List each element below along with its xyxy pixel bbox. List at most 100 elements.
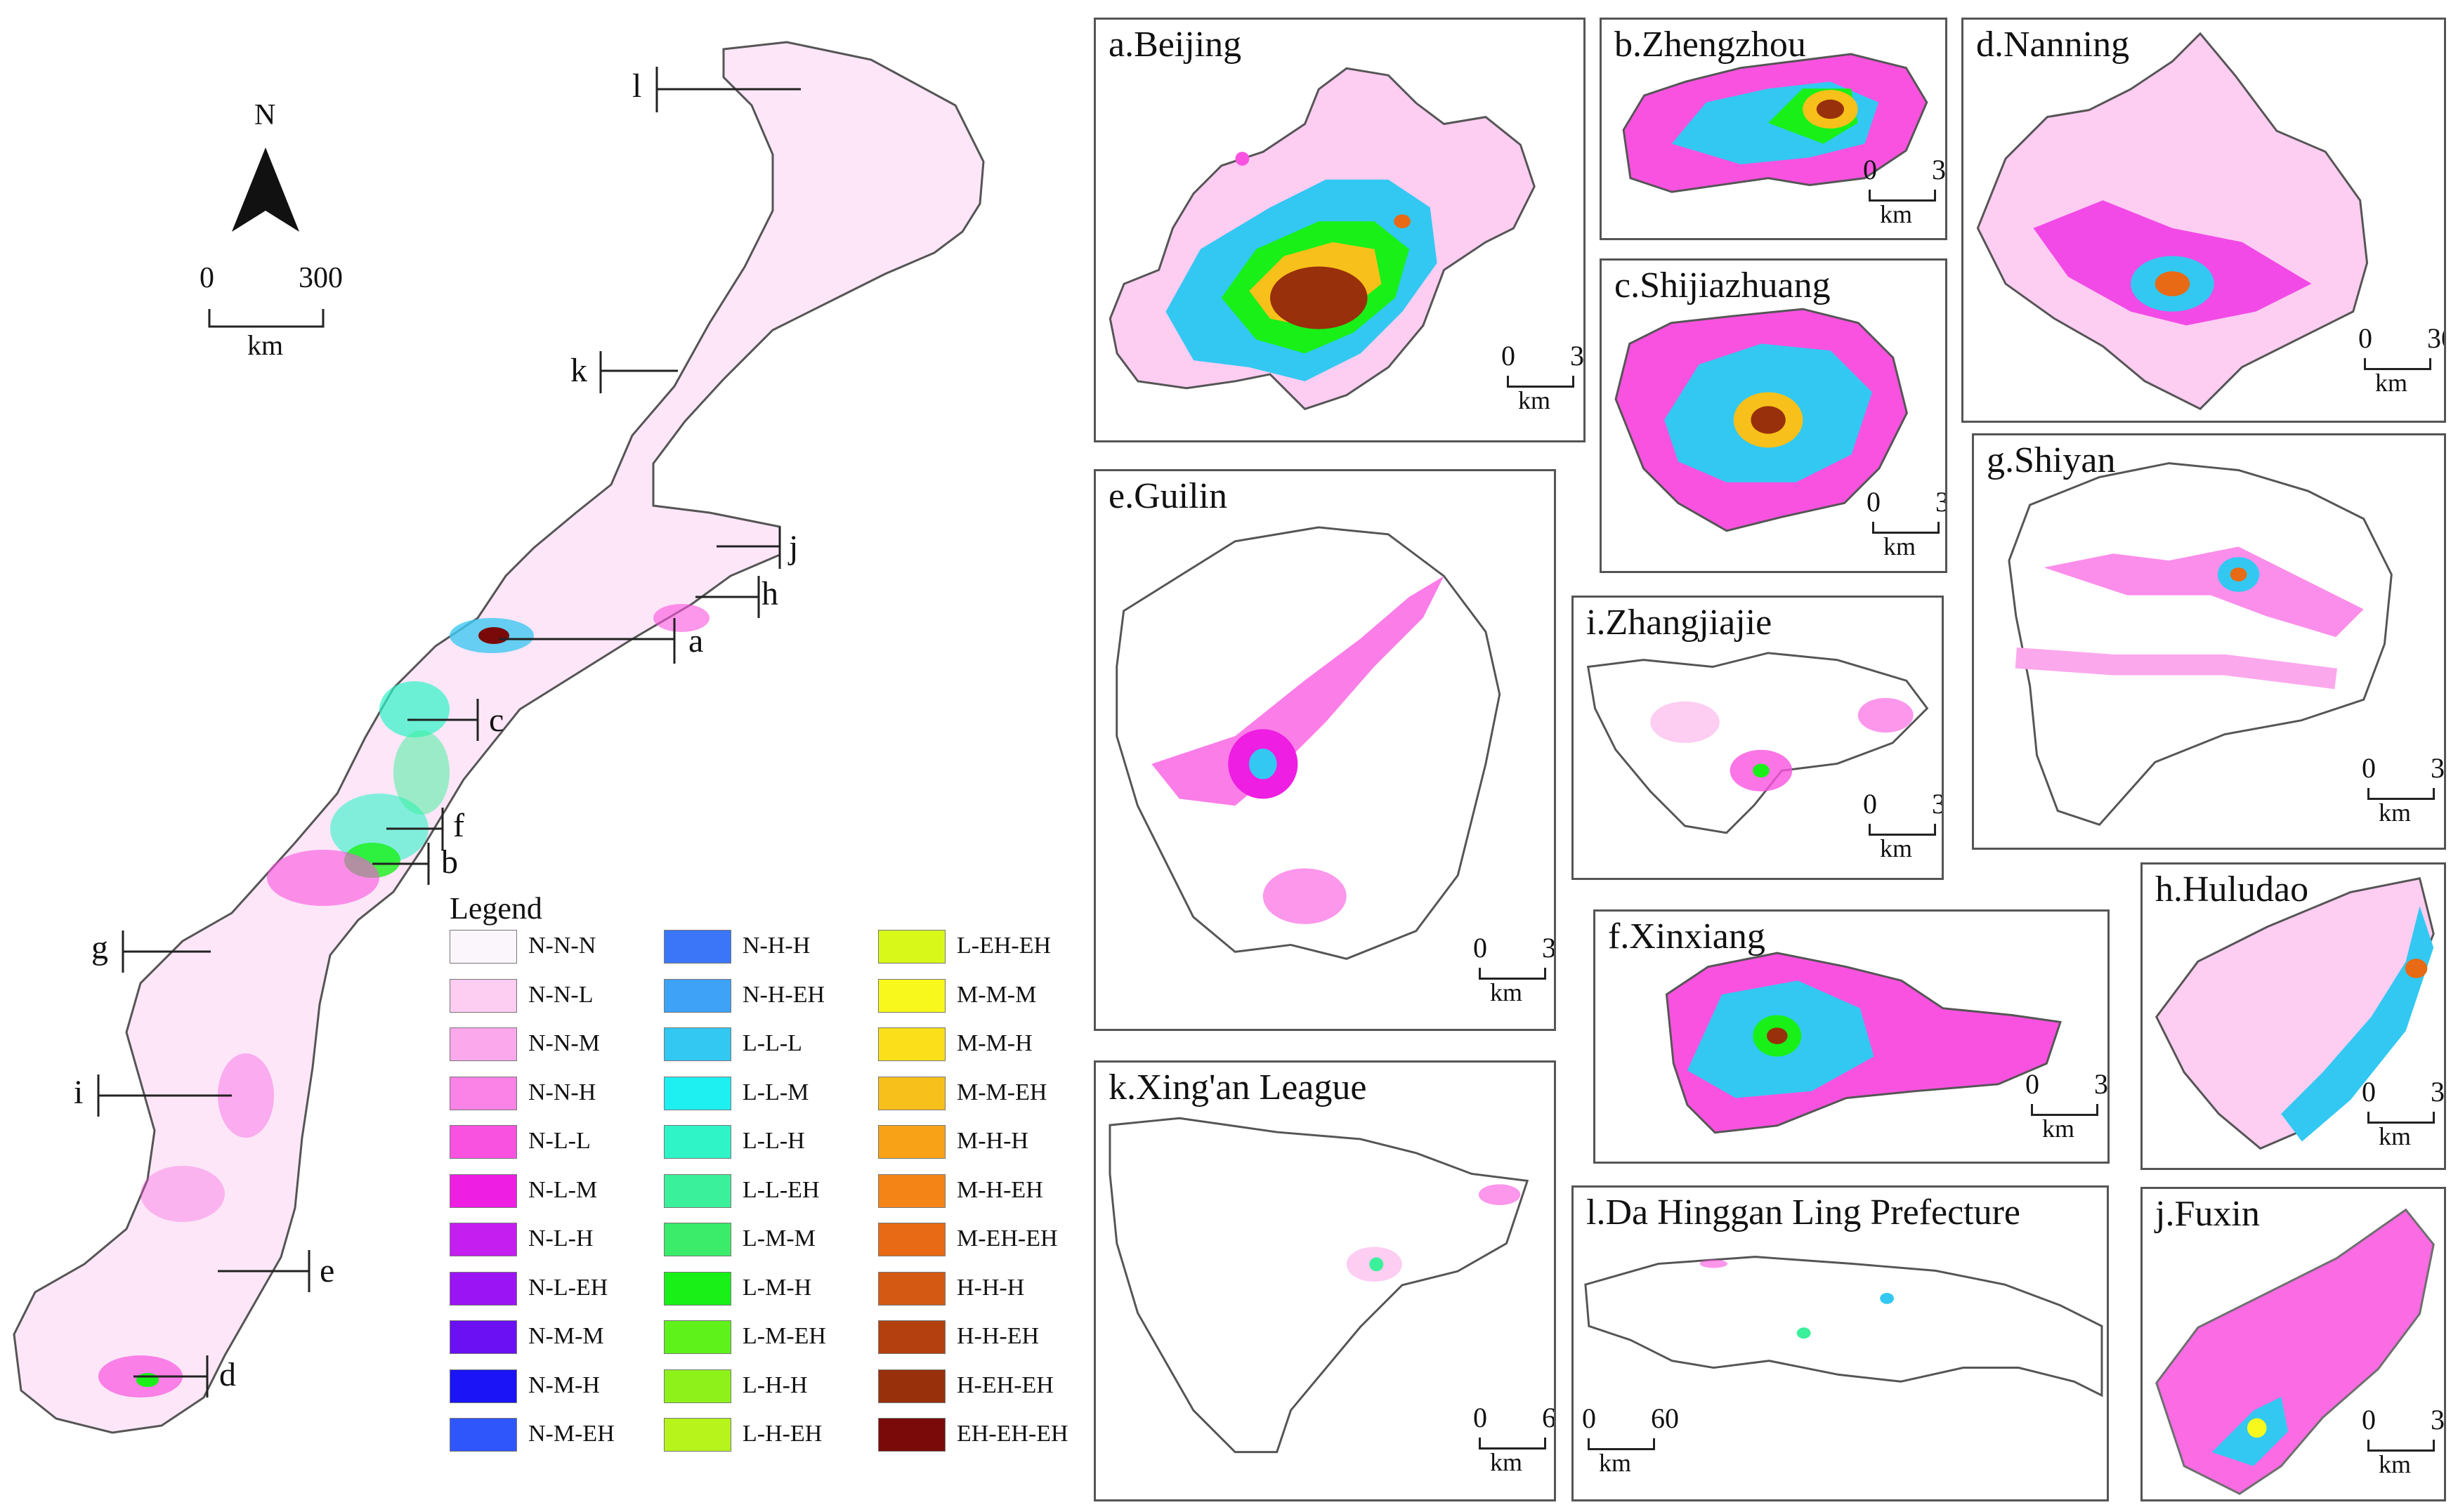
legend-label: M-H-H (957, 1128, 1028, 1154)
panel-zhengzhou: b.Zhengzhou 0 30 km (1600, 18, 1947, 240)
legend-label: L-M-EH (743, 1323, 826, 1349)
legend-item: N-N-H (450, 1074, 664, 1110)
legend-item: N-N-L (450, 976, 664, 1013)
legend-label: M-EH-EH (957, 1225, 1058, 1251)
north-arrow-icon (232, 147, 266, 232)
callout-e: e (320, 1252, 335, 1289)
legend-swatch (664, 978, 731, 1013)
legend-item: L-L-H (664, 1122, 878, 1159)
legend-item: M-M-M (878, 976, 1092, 1013)
legend-swatch (450, 1076, 517, 1110)
legend-swatch (664, 930, 731, 964)
legend-swatch (664, 1223, 731, 1256)
legend: N-N-N N-N-L N-N-M N-N-H N-L-L N-L-M N-L-H N-L-E… (450, 927, 1068, 1461)
legend-swatch (664, 1076, 731, 1110)
legend-swatch (664, 1174, 731, 1208)
legend-item: N-L-L (450, 1122, 664, 1159)
overview-hotspot (140, 1166, 225, 1222)
legend-item: L-H-H (664, 1367, 878, 1403)
north-arrow-icon (266, 147, 299, 232)
legend-swatch (664, 1369, 731, 1403)
legend-label: N-L-L (528, 1128, 591, 1154)
scale-bar-zhengzhou: 0 30 km (1863, 154, 1946, 228)
legend-swatch (450, 1320, 517, 1354)
overview-hotspot (218, 1053, 274, 1138)
legend-label: L-L-M (743, 1079, 809, 1105)
callout-a: a (688, 622, 704, 659)
legend-label: L-H-H (743, 1372, 808, 1398)
legend-item: N-M-H (450, 1367, 664, 1403)
panel-zhangjiajie: i.Zhangjiajie 0 30 km (1571, 596, 1944, 880)
scale-bar-huludao: 0 30 km (2362, 1076, 2445, 1150)
callout-j: j (789, 529, 799, 566)
main-scale-unit: km (247, 329, 284, 361)
panel-title-xinxiang: f.Xinxiang (1608, 916, 1765, 956)
panel-title-huludao: h.Huludao (2155, 869, 2309, 909)
legend-swatch (664, 1320, 731, 1354)
legend-item: L-M-EH (664, 1317, 878, 1354)
legend-swatch (878, 1418, 946, 1452)
panel-title-shijiazhuang: c.Shijiazhuang (1614, 265, 1831, 305)
callout-i: i (74, 1074, 84, 1111)
panel-title-xingan-league: k.Xing'an League (1109, 1067, 1367, 1107)
legend-swatch (664, 1125, 731, 1159)
scale-bar-zhangjiajie: 0 30 km (1863, 787, 1942, 862)
legend-label: H-H-EH (957, 1323, 1040, 1349)
callout-l: l (632, 67, 642, 105)
legend-item: L-L-M (664, 1074, 878, 1110)
legend-item: N-H-EH (664, 976, 878, 1013)
main-scale-zero: 0 (200, 262, 214, 294)
callout-c: c (489, 702, 504, 739)
legend-item: M-M-EH (878, 1074, 1092, 1110)
overview-map (13, 41, 985, 1434)
scale-bar-beijing: 0 30 km (1501, 340, 1584, 414)
legend-label: N-L-M (528, 1176, 598, 1203)
legend-swatch (450, 1271, 517, 1306)
legend-swatch (664, 1418, 731, 1452)
legend-item: N-L-EH (450, 1269, 664, 1306)
legend-label: M-M-EH (957, 1079, 1047, 1105)
main-scale-max: 300 (299, 262, 343, 294)
legend-item: N-L-H (450, 1220, 664, 1256)
legend-swatch (878, 1271, 946, 1306)
panel-da-hinggan-ling: l.Da Hinggan Ling Prefecture 0 60 km (1571, 1185, 2109, 1501)
legend-label: M-M-H (957, 1030, 1033, 1056)
panel-xinxiang: f.Xinxiang 0 30 km (1593, 909, 2110, 1164)
legend-label: EH-EH-EH (957, 1421, 1068, 1447)
panel-title-zhangjiajie: i.Zhangjiajie (1586, 603, 1772, 643)
legend-swatch (450, 1027, 517, 1061)
legend-label: N-M-EH (528, 1421, 615, 1447)
legend-title: Legend (450, 891, 542, 926)
legend-item: M-H-EH (878, 1171, 1092, 1208)
legend-label: H-H-H (957, 1274, 1025, 1301)
legend-item: N-L-M (450, 1171, 664, 1208)
overview-hotspot (136, 1373, 159, 1387)
legend-swatch (450, 1125, 517, 1159)
scale-bar-shijiazhuang: 0 30 km (1867, 485, 1945, 560)
callout-d: d (219, 1356, 236, 1393)
panel-title-guilin: e.Guilin (1109, 476, 1227, 516)
legend-swatch (878, 1125, 946, 1159)
legend-item: L-M-M (664, 1220, 878, 1256)
legend-swatch (878, 1320, 946, 1354)
legend-label: L-M-M (743, 1225, 816, 1251)
callout-h: h (761, 575, 778, 612)
legend-label: N-M-H (528, 1372, 600, 1398)
legend-label: N-L-H (528, 1225, 594, 1251)
legend-item: N-M-M (450, 1317, 664, 1354)
legend-item: N-H-H (664, 927, 878, 964)
legend-item: H-EH-EH (878, 1367, 1092, 1403)
scale-bar-fuxin: 0 30 km (2362, 1404, 2445, 1478)
legend-label: N-L-EH (528, 1274, 608, 1301)
legend-swatch (450, 1174, 517, 1208)
legend-item: L-L-L (664, 1025, 878, 1061)
legend-label: M-M-M (957, 981, 1037, 1008)
legend-label: N-H-H (743, 933, 811, 959)
legend-label: N-H-EH (743, 981, 825, 1008)
legend-swatch (878, 1076, 946, 1110)
scale-bar-xinxiang: 0 30 km (2025, 1068, 2108, 1143)
panel-xingan-league: k.Xing'an League 0 60 km (1094, 1060, 1556, 1501)
legend-item: M-EH-EH (878, 1220, 1092, 1256)
legend-item: M-M-H (878, 1025, 1092, 1061)
legend-label: L-L-H (743, 1128, 805, 1154)
